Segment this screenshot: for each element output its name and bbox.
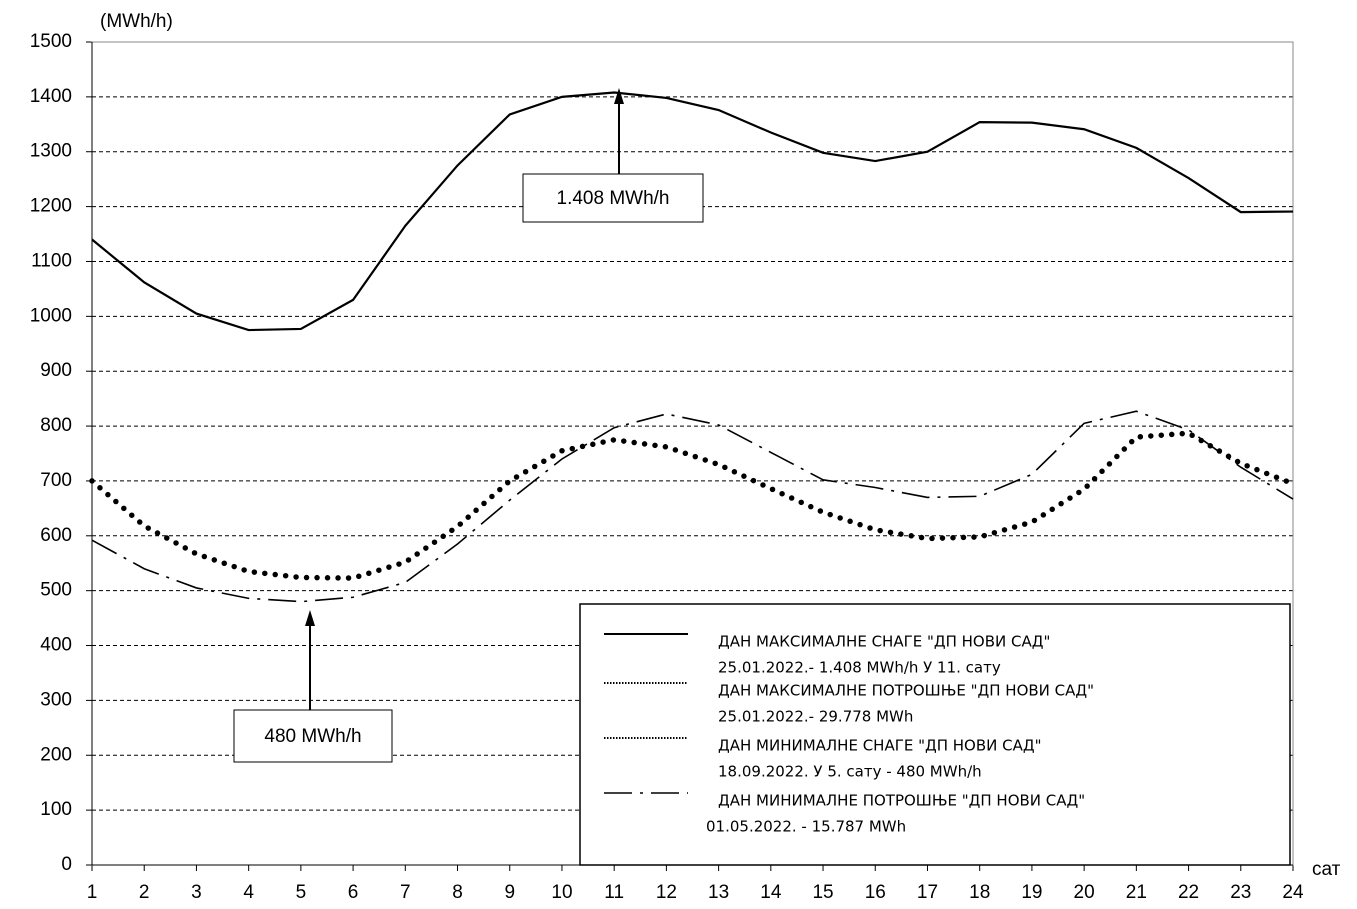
legend-label: ДАН МАКСИМАЛНЕ ПОТРОШЊЕ "ДП НОВИ САД" [718,682,1094,700]
x-tick-label: 22 [1178,882,1199,903]
y-tick-label: 700 [40,470,72,491]
x-tick-label: 5 [296,882,307,903]
x-tick-label: 4 [243,882,254,903]
y-tick-label: 1000 [30,305,72,326]
y-tick-label: 1100 [31,250,72,271]
series-line [91,91,1294,332]
x-tick-label: 16 [865,882,886,903]
series-line [91,410,1294,603]
x-tick-label: 10 [551,882,572,903]
x-tick-label: 9 [504,882,515,903]
x-tick-label: 8 [452,882,463,903]
x-tick-label: 14 [760,882,782,903]
x-tick-label: 19 [1021,882,1042,903]
annotation: 480 MWh/h [264,726,361,747]
x-axis-label: сат [1312,859,1341,880]
legend-label: ДАН МАКСИМАЛНЕ СНАГЕ "ДП НОВИ САД" [718,633,1050,651]
legend-label: ДАН МИНИМАЛНЕ СНАГЕ "ДП НОВИ САД" [718,737,1042,755]
legend-sublabel: 25.01.2022.- 29.778 MWh [718,708,913,726]
arrow-head [614,88,624,104]
annotation-box [233,709,393,763]
x-tick-label: 13 [708,882,729,903]
x-tick-label: 24 [1282,882,1304,903]
legend-sublabel: 01.05.2022. - 15.787 MWh [706,818,906,836]
x-tick-label: 2 [139,882,150,903]
y-axis-label: (MWh/h) [100,11,173,32]
y-tick-label: 500 [40,580,72,601]
legend-label: ДАН МИНИМАЛНЕ ПОТРОШЊЕ "ДП НОВИ САД" [718,792,1085,810]
x-tick-label: 20 [1074,882,1095,903]
y-tick-label: 200 [40,744,72,765]
x-tick-label: 6 [348,882,359,903]
x-tick-label: 18 [969,882,990,903]
x-tick-label: 23 [1230,882,1251,903]
y-tick-label: 400 [40,635,72,656]
series-line [89,430,1296,581]
y-tick-label: 1200 [30,196,72,217]
y-tick-label: 600 [40,525,72,546]
y-tick-label: 0 [61,854,72,875]
y-tick-label: 900 [40,360,72,381]
y-tick-label: 1500 [30,31,72,52]
y-tick-label: 100 [40,799,72,820]
x-tick-label: 12 [656,882,677,903]
y-tick-label: 300 [40,689,72,710]
y-tick-label: 1300 [30,141,72,162]
legend-box [579,603,1291,866]
legend-sublabel: 25.01.2022.- 1.408 MWh/h У 11. сату [718,659,1001,677]
x-tick-label: 17 [917,882,938,903]
y-tick-label: 1400 [30,86,72,107]
x-tick-label: 3 [191,882,202,903]
arrow-head [305,610,315,626]
x-tick-label: 7 [400,882,411,903]
y-tick-label: 800 [40,415,72,436]
x-tick-label: 15 [812,882,833,903]
x-tick-label: 11 [604,882,624,903]
x-tick-label: 1 [87,882,98,903]
annotation-box [522,173,704,223]
x-tick-label: 21 [1126,882,1147,903]
legend-sublabel: 18.09.2022. У 5. сату - 480 MWh/h [718,763,982,781]
annotation: 1.408 MWh/h [557,188,670,209]
